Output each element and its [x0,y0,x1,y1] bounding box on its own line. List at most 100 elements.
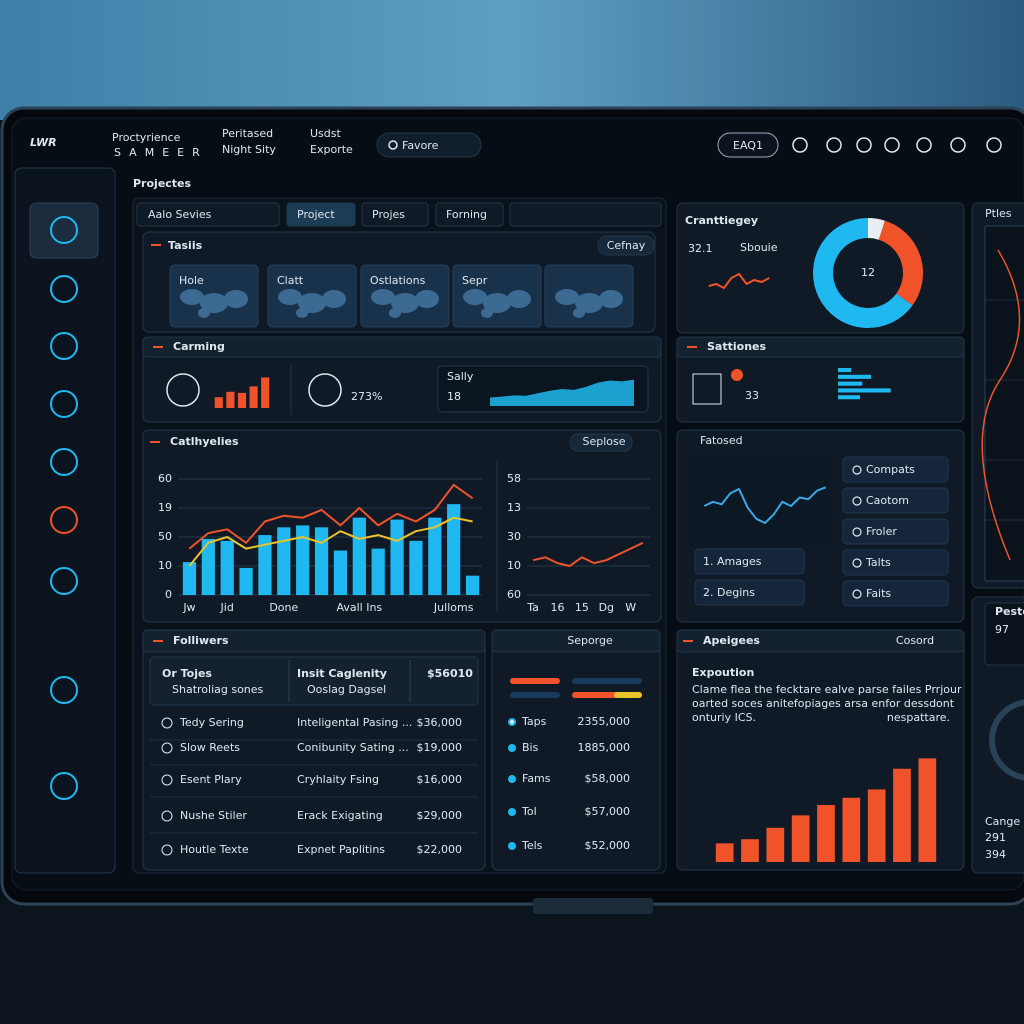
feature-button[interactable] [842,580,949,607]
icon [692,373,722,405]
label: 0 [165,588,172,601]
label: 97 [995,623,1009,636]
label[interactable]: Exporte [310,143,353,156]
label: Favore [402,139,439,152]
label: $22,000 [417,843,463,856]
panel-header [142,629,486,653]
line [703,486,827,524]
label[interactable]: Forning [446,208,487,221]
label: 33 [745,389,759,402]
row-icon [161,810,173,822]
trend-line [188,516,473,567]
section-icon [153,640,163,642]
feature-button[interactable] [842,518,949,545]
label: Hole [179,274,204,287]
feature-item[interactable] [694,579,805,606]
panel-header [676,629,965,653]
header-icon [826,137,842,153]
bar [867,789,886,862]
button-icon [852,589,862,599]
x-tick-label: 16 [551,601,565,614]
label[interactable]: Caotom [866,494,909,507]
map-blob [371,289,395,305]
label: Cefnay [607,239,646,252]
tasks-button[interactable] [597,235,655,256]
label: Clatt [277,274,304,287]
dot [508,718,516,726]
sidebar-icon [50,216,78,244]
sidebar-icon [50,390,78,418]
label: $58,000 [585,772,631,785]
tab-empty [509,202,662,227]
label[interactable]: Night Sity [222,143,276,156]
label[interactable]: Froler [866,525,897,538]
progress [510,678,560,684]
section-icon [687,346,697,348]
icon [166,373,200,407]
label: Fatosed [700,434,743,447]
label: 394 [985,848,1006,861]
feature-button[interactable] [842,549,949,576]
sidebar-active[interactable] [29,202,99,259]
label[interactable]: 2. Degins [703,586,755,599]
panel-header [676,336,965,358]
button-icon [852,527,862,537]
map-blob [389,308,401,318]
side-card [984,602,1024,666]
label: Fams [522,772,551,785]
label: 13 [507,501,521,514]
table-header [149,656,479,706]
label[interactable]: 1. Amages [703,555,762,568]
label: 19 [158,501,172,514]
row-icon [161,844,173,856]
label: Tol [521,805,537,818]
map-blob [296,308,308,318]
feature-item[interactable] [694,548,805,575]
side-chart [984,225,1024,582]
label: Ostlations [370,274,426,287]
activity-button[interactable] [569,433,633,452]
bar [838,388,891,393]
area [490,379,634,406]
bar [261,377,270,408]
label[interactable]: Cosord [896,634,934,647]
label: 32.1 [688,242,713,255]
bar [314,527,329,595]
label: $52,000 [585,839,631,852]
label[interactable]: Seplose [582,435,625,448]
label[interactable]: Faits [866,587,891,600]
tab[interactable] [435,202,504,227]
sidebar-icon [50,332,78,360]
label: Peritased [222,127,273,140]
feature-button[interactable] [842,487,949,514]
x-tick-label: Julloms [433,601,474,614]
header-button[interactable] [717,132,779,158]
label: 18 [447,390,461,403]
header-icon [792,137,808,153]
dot [508,775,516,783]
label: Sattiones [707,340,766,353]
label: Sepr [462,274,488,287]
tab[interactable] [286,202,356,227]
tab[interactable] [361,202,429,227]
label: SAMEER [114,146,208,159]
label: EAQ1 [733,139,763,152]
bar [296,525,310,595]
search-box[interactable] [376,132,482,158]
icon [308,373,342,407]
panel-header [491,629,661,653]
label[interactable]: Talts [865,556,891,569]
bar [838,368,852,373]
sidebar-icon [50,506,78,534]
label: 273% [351,390,382,403]
feature-button[interactable] [842,456,949,483]
label[interactable]: Projes [372,208,405,221]
label[interactable]: Project [297,208,335,221]
label[interactable]: Compats [866,463,915,476]
search-icon [388,140,398,150]
section-icon [153,346,163,348]
label: Folliwers [173,634,229,647]
bar [715,843,734,862]
label: Cranttiegey [685,214,758,227]
map-blob [322,290,346,308]
